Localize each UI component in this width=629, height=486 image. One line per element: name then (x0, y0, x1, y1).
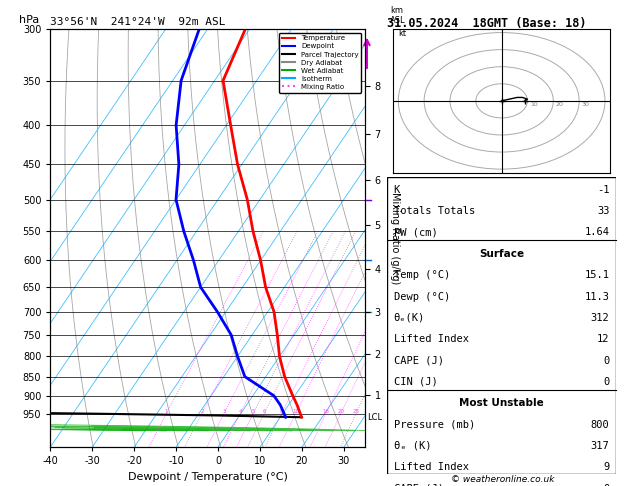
Text: 0: 0 (603, 377, 610, 387)
Text: θₑ(K): θₑ(K) (394, 313, 425, 323)
Text: Pressure (mb): Pressure (mb) (394, 419, 475, 430)
Y-axis label: Mixing Ratio (g/kg): Mixing Ratio (g/kg) (390, 192, 400, 284)
Text: 33°56'N  241°24'W  92m ASL: 33°56'N 241°24'W 92m ASL (50, 17, 226, 27)
Text: 3: 3 (222, 409, 226, 414)
Text: 4: 4 (238, 409, 242, 414)
Text: K: K (394, 185, 400, 195)
Text: hPa: hPa (19, 15, 39, 25)
Text: 2: 2 (200, 409, 204, 414)
Text: 20: 20 (337, 409, 344, 414)
Text: 16: 16 (322, 409, 330, 414)
Text: Lifted Index: Lifted Index (394, 462, 469, 472)
Text: 800: 800 (591, 419, 610, 430)
Text: 1.64: 1.64 (584, 227, 610, 238)
Text: km
ASL: km ASL (390, 5, 406, 25)
Text: 9: 9 (603, 462, 610, 472)
Text: Temp (°C): Temp (°C) (394, 270, 450, 280)
Text: 11.3: 11.3 (584, 292, 610, 301)
Text: 10: 10 (292, 409, 299, 414)
Text: Surface: Surface (479, 249, 524, 259)
Text: 8: 8 (280, 409, 283, 414)
Text: Lifted Index: Lifted Index (394, 334, 469, 344)
Text: CAPE (J): CAPE (J) (394, 484, 443, 486)
Text: Most Unstable: Most Unstable (459, 398, 544, 408)
Text: -1: -1 (597, 185, 610, 195)
Text: 33: 33 (597, 206, 610, 216)
Text: LCL: LCL (367, 413, 382, 422)
Text: CAPE (J): CAPE (J) (394, 356, 443, 365)
Text: 25: 25 (352, 409, 359, 414)
Text: 10: 10 (530, 102, 538, 107)
Text: © weatheronline.co.uk: © weatheronline.co.uk (452, 474, 555, 484)
Text: 317: 317 (591, 441, 610, 451)
Text: 12: 12 (597, 334, 610, 344)
Text: Totals Totals: Totals Totals (394, 206, 475, 216)
Text: 312: 312 (591, 313, 610, 323)
Text: PW (cm): PW (cm) (394, 227, 438, 238)
Text: 20: 20 (556, 102, 564, 107)
Text: 30: 30 (582, 102, 589, 107)
Text: 0: 0 (603, 356, 610, 365)
Text: 15.1: 15.1 (584, 270, 610, 280)
Text: 1: 1 (165, 409, 168, 414)
Text: kt: kt (398, 29, 406, 38)
Text: CIN (J): CIN (J) (394, 377, 438, 387)
Text: 6: 6 (262, 409, 266, 414)
Text: 5: 5 (252, 409, 255, 414)
Text: 0: 0 (603, 484, 610, 486)
Legend: Temperature, Dewpoint, Parcel Trajectory, Dry Adiabat, Wet Adiabat, Isotherm, Mi: Temperature, Dewpoint, Parcel Trajectory… (279, 33, 361, 93)
Text: Dewp (°C): Dewp (°C) (394, 292, 450, 301)
Text: θₑ (K): θₑ (K) (394, 441, 431, 451)
Text: 31.05.2024  18GMT (Base: 18): 31.05.2024 18GMT (Base: 18) (387, 17, 586, 30)
X-axis label: Dewpoint / Temperature (°C): Dewpoint / Temperature (°C) (128, 472, 287, 482)
